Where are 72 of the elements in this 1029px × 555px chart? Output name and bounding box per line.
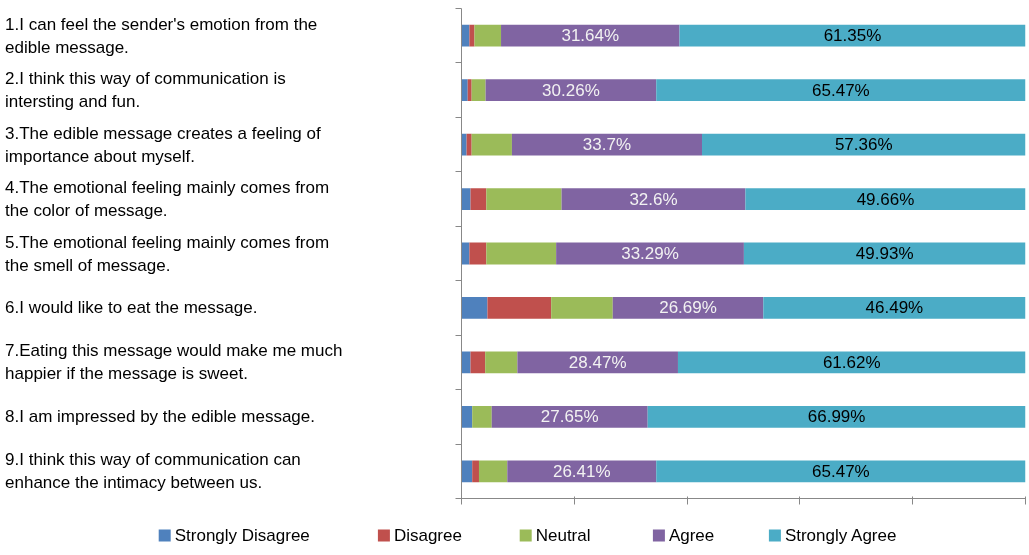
bar bbox=[466, 133, 472, 156]
bar bbox=[461, 297, 488, 319]
bar bbox=[478, 460, 508, 483]
y-tick-label: 4.The emotional feeling mainly comes from the color of message. bbox=[5, 178, 330, 221]
bar bbox=[461, 24, 470, 47]
data-label: 61.62% bbox=[822, 352, 881, 372]
bar bbox=[461, 133, 467, 156]
bar bbox=[656, 79, 1026, 102]
data-label: 33.29% bbox=[621, 244, 679, 263]
y-tick-label: 7.Eating this message would make me much happier if the message is sweet. bbox=[5, 341, 343, 384]
bar bbox=[472, 405, 492, 428]
legend-label: Strongly Agree bbox=[784, 526, 897, 545]
bar bbox=[677, 351, 1026, 374]
bar bbox=[461, 351, 471, 374]
bar bbox=[461, 188, 471, 210]
y-tick-label: 1.I can feel the sender's emotion from the edible message. bbox=[5, 14, 318, 57]
bar bbox=[471, 133, 512, 156]
bar bbox=[561, 188, 746, 210]
data-label: 61.35% bbox=[823, 26, 882, 46]
data-label: 26.41% bbox=[552, 461, 611, 481]
bar bbox=[486, 188, 562, 210]
bar bbox=[491, 405, 648, 428]
bar bbox=[485, 79, 657, 102]
legend-label: Strongly Disagree bbox=[174, 526, 310, 545]
data-label: 57.36% bbox=[834, 135, 893, 155]
data-label: 28.47% bbox=[568, 352, 627, 372]
data-label: 46.49% bbox=[865, 298, 924, 318]
y-tick-label: 6.I would like to eat the message. bbox=[5, 298, 258, 318]
bar bbox=[647, 405, 1026, 428]
bar bbox=[467, 79, 472, 102]
data-label: 65.47% bbox=[812, 461, 870, 481]
data-label: 27.65% bbox=[540, 407, 599, 427]
legend-label: Agree bbox=[668, 526, 715, 545]
bar bbox=[472, 460, 479, 483]
data-label: 49.93% bbox=[855, 244, 914, 263]
data-label: 30.26% bbox=[542, 80, 600, 100]
bar bbox=[461, 79, 468, 102]
legend-label: Disagree bbox=[393, 526, 462, 545]
bar bbox=[474, 24, 502, 47]
data-label: 49.66% bbox=[856, 189, 915, 209]
bar bbox=[485, 351, 518, 374]
bar bbox=[461, 460, 473, 483]
legend-label: Neutral bbox=[535, 526, 591, 545]
y-tick-label: 9.I think this way of communication can enhance the intimacy between us. bbox=[5, 450, 301, 493]
bar bbox=[745, 188, 1026, 210]
bar bbox=[469, 24, 475, 47]
bar bbox=[551, 297, 613, 319]
bar bbox=[679, 24, 1026, 47]
data-label: 31.64% bbox=[561, 26, 620, 46]
bar bbox=[501, 24, 680, 47]
bar bbox=[461, 405, 473, 428]
bar bbox=[470, 351, 486, 374]
y-tick-label: 3.The edible message creates a feeling of importance about myself. bbox=[5, 123, 321, 166]
bar bbox=[511, 133, 702, 156]
bar bbox=[486, 242, 557, 265]
data-label: 33.7% bbox=[582, 135, 632, 155]
data-label: 32.6% bbox=[629, 189, 678, 209]
bar bbox=[701, 133, 1026, 156]
data-label: 66.99% bbox=[807, 407, 866, 427]
bar bbox=[469, 242, 487, 265]
bar bbox=[471, 79, 486, 102]
bar bbox=[656, 460, 1026, 483]
data-label: 65.47% bbox=[812, 80, 870, 100]
y-tick-label: 8.I am impressed by the edible message. bbox=[5, 407, 315, 427]
bar bbox=[470, 188, 487, 210]
y-tick-label: 5.The emotional feeling mainly comes from the smell of message. bbox=[5, 232, 330, 275]
bar bbox=[507, 460, 657, 483]
data-label: 26.69% bbox=[659, 298, 717, 318]
bar bbox=[763, 297, 1026, 319]
bar bbox=[743, 242, 1026, 265]
bar bbox=[487, 297, 552, 319]
y-tick-label: 2.I think this way of communication is intersting and fun. bbox=[5, 69, 286, 112]
